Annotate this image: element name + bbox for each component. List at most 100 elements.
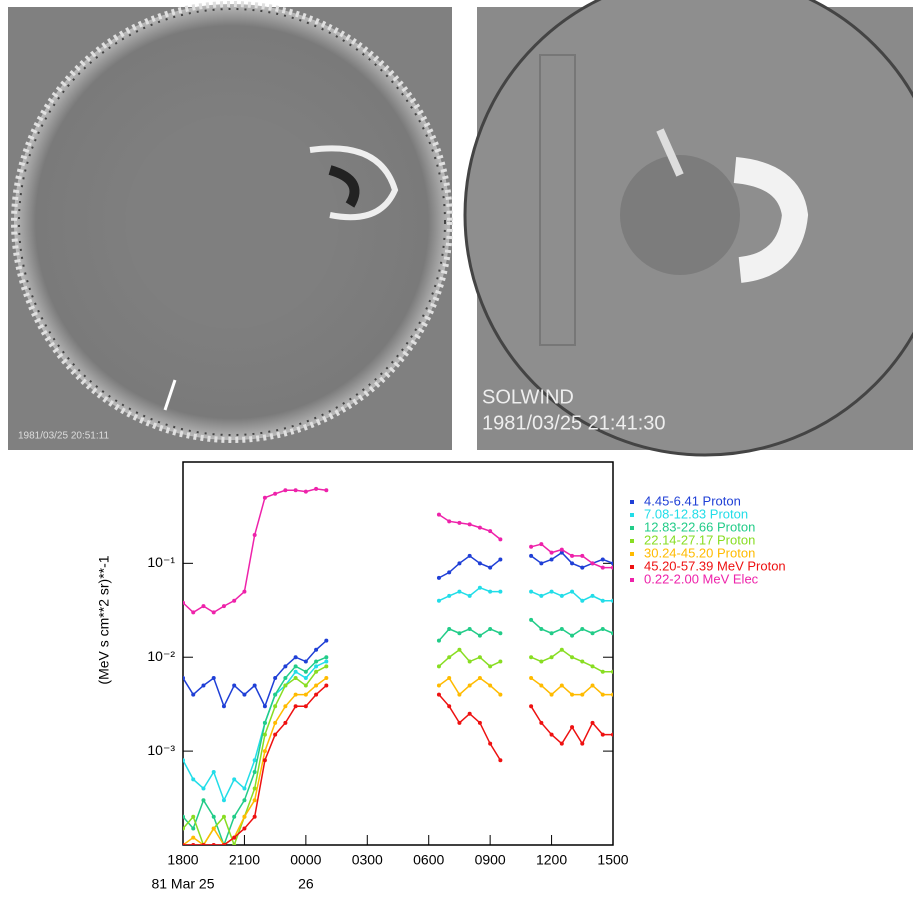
data-point — [590, 631, 595, 636]
data-point — [447, 570, 452, 575]
data-point — [590, 683, 595, 688]
data-point — [273, 692, 278, 697]
data-point — [559, 550, 564, 555]
data-point — [539, 683, 544, 688]
data-point — [447, 676, 452, 681]
data-point — [580, 598, 585, 603]
data-point — [201, 786, 206, 791]
data-point — [221, 704, 226, 709]
x-tick-label: 1800 — [167, 852, 198, 868]
data-point — [498, 589, 503, 594]
data-point — [314, 659, 319, 664]
data-point — [549, 550, 554, 555]
data-point — [580, 692, 585, 697]
data-point — [529, 589, 534, 594]
data-point — [283, 488, 288, 493]
data-point — [232, 843, 237, 845]
legend-marker — [630, 539, 634, 543]
data-point — [611, 565, 613, 570]
data-point — [580, 626, 585, 631]
data-point — [273, 676, 278, 681]
data-point — [283, 664, 288, 669]
data-point — [211, 610, 216, 615]
data-point — [457, 589, 462, 594]
data-point — [457, 720, 462, 725]
data-point — [600, 692, 605, 697]
plot-frame — [182, 461, 614, 846]
data-point — [252, 798, 257, 803]
legend-marker — [630, 513, 634, 517]
data-point — [436, 638, 441, 643]
series-line — [183, 488, 613, 614]
data-point — [559, 547, 564, 552]
data-point — [529, 553, 534, 558]
data-point — [436, 575, 441, 580]
data-point — [232, 598, 237, 603]
data-point — [611, 692, 613, 697]
x-tick-label: 0900 — [475, 852, 506, 868]
legend-label: 30.24-45.20 Proton — [644, 545, 755, 560]
data-point — [600, 626, 605, 631]
data-point — [539, 561, 544, 566]
data-point — [580, 553, 585, 558]
data-point — [183, 676, 185, 681]
series-line — [183, 586, 613, 803]
data-point — [314, 692, 319, 697]
y-tick-label: 10⁻² — [147, 648, 175, 664]
data-point — [590, 720, 595, 725]
data-point — [488, 589, 493, 594]
data-point — [211, 769, 216, 774]
data-point — [600, 598, 605, 603]
data-point — [467, 711, 472, 716]
data-point — [467, 593, 472, 598]
data-point — [457, 647, 462, 652]
data-point — [183, 758, 185, 763]
data-point — [262, 732, 267, 737]
date-label: 81 Mar 25 — [151, 876, 214, 892]
data-point — [324, 638, 329, 643]
data-point — [191, 692, 196, 697]
data-point — [488, 529, 493, 534]
data-point — [221, 814, 226, 819]
data-point — [436, 598, 441, 603]
data-point — [436, 664, 441, 669]
data-point — [529, 544, 534, 549]
data-point — [477, 676, 482, 681]
data-point — [559, 683, 564, 688]
legend-label: 4.45-6.41 Proton — [644, 493, 741, 508]
data-point — [477, 655, 482, 660]
data-point — [211, 826, 216, 831]
data-point — [183, 843, 185, 845]
data-point — [242, 826, 247, 831]
data-point — [436, 692, 441, 697]
series-line — [183, 684, 613, 845]
data-point — [457, 520, 462, 525]
data-point — [529, 617, 534, 622]
data-point — [191, 610, 196, 615]
data-point — [488, 683, 493, 688]
data-point — [303, 659, 308, 664]
data-point — [611, 669, 613, 674]
data-point — [570, 589, 575, 594]
legend-marker — [630, 552, 634, 556]
data-point — [549, 655, 554, 660]
data-point — [252, 769, 257, 774]
data-point — [590, 561, 595, 566]
data-point — [559, 741, 564, 746]
data-point — [436, 512, 441, 517]
data-point — [324, 488, 329, 493]
data-point — [293, 676, 298, 681]
series-line — [183, 648, 613, 845]
legend-label: 7.08-12.83 Proton — [644, 506, 748, 521]
data-point — [211, 843, 216, 845]
data-point — [324, 683, 329, 688]
data-point — [221, 843, 226, 845]
data-point — [183, 814, 185, 819]
data-point — [242, 692, 247, 697]
data-point — [303, 692, 308, 697]
data-point — [447, 655, 452, 660]
data-point — [570, 725, 575, 730]
legend-marker — [630, 565, 634, 569]
data-point — [498, 557, 503, 562]
